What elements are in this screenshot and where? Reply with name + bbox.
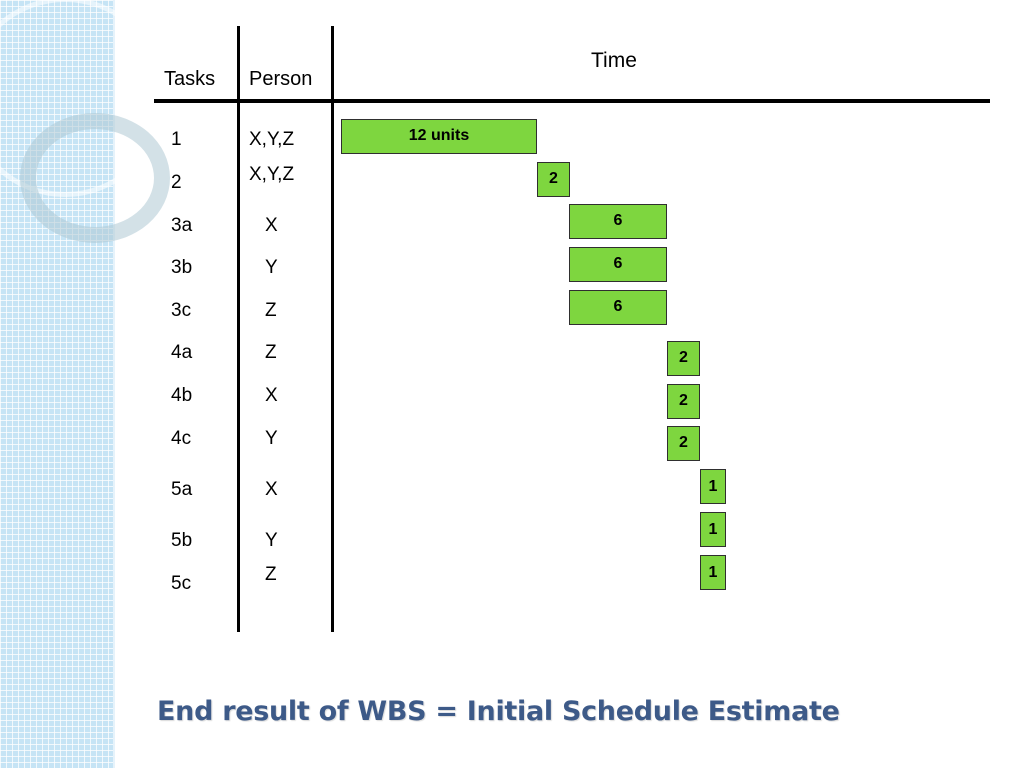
task-label: 3b [171, 257, 193, 278]
schedule-bar: 6 [569, 247, 667, 282]
task-label: 2 [171, 172, 182, 193]
task-label: 5b [171, 530, 193, 551]
schedule-bar: 1 [700, 555, 726, 590]
person-label: Z [265, 342, 277, 363]
schedule-bar: 6 [569, 204, 667, 239]
decorative-ring [20, 113, 170, 243]
header-rule [154, 99, 990, 103]
schedule-bar: 12 units [341, 119, 537, 154]
column-divider-person [331, 26, 334, 632]
task-label: 4a [171, 342, 193, 363]
person-label: Y [265, 530, 278, 551]
person-label: Z [265, 564, 277, 585]
schedule-bar: 1 [700, 512, 726, 547]
schedule-bar: 2 [537, 162, 570, 197]
schedule-bar: 1 [700, 469, 726, 504]
person-label: Y [265, 428, 278, 449]
person-label: X [265, 479, 278, 500]
task-label: 5c [171, 573, 192, 594]
schedule-bar: 2 [667, 426, 700, 461]
task-label: 5a [171, 479, 193, 500]
task-label: 3a [171, 215, 193, 236]
person-label: X [265, 215, 278, 236]
header-time: Time [591, 49, 637, 72]
task-label: 4c [171, 428, 192, 449]
task-label: 4b [171, 385, 193, 406]
slide-title: End result of WBS = Initial Schedule Est… [157, 696, 840, 727]
person-label: X,Y,Z [249, 129, 295, 150]
person-label: X [265, 385, 278, 406]
task-label: 1 [171, 129, 182, 150]
person-label: Y [265, 257, 278, 278]
person-label: X,Y,Z [249, 164, 295, 185]
schedule-bar: 6 [569, 290, 667, 325]
header-person: Person [249, 68, 313, 90]
schedule-bar: 2 [667, 384, 700, 419]
header-tasks: Tasks [164, 68, 216, 90]
column-divider-tasks [237, 26, 240, 632]
task-label: 3c [171, 300, 192, 321]
schedule-bar: 2 [667, 341, 700, 376]
person-label: Z [265, 300, 277, 321]
